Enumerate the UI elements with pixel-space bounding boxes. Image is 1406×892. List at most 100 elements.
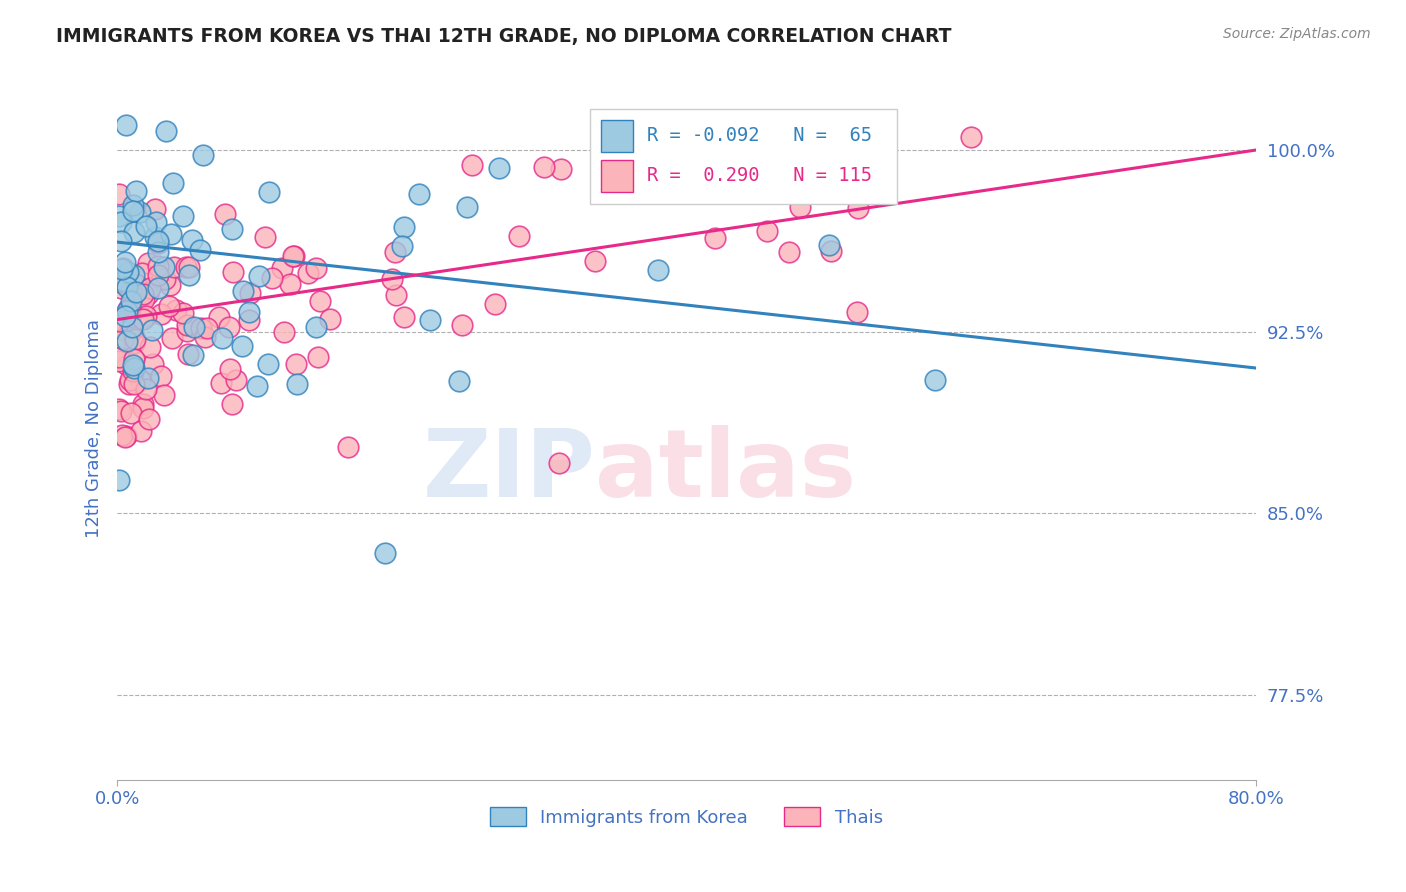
Point — [281, 249, 304, 263]
Point — [138, 281, 160, 295]
Point — [225, 373, 247, 387]
Point — [456, 200, 478, 214]
Point — [924, 373, 946, 387]
Y-axis label: 12th Grade, No Diploma: 12th Grade, No Diploma — [86, 319, 103, 538]
Point — [307, 350, 329, 364]
Point — [128, 373, 150, 387]
Point — [145, 215, 167, 229]
Point — [125, 184, 148, 198]
Point — [115, 304, 138, 318]
Point — [305, 261, 328, 276]
Point — [118, 310, 141, 324]
Point — [162, 176, 184, 190]
Point — [256, 357, 278, 371]
Point — [238, 305, 260, 319]
Point — [177, 268, 200, 282]
Point — [136, 287, 159, 301]
Point — [408, 186, 430, 201]
Point — [148, 281, 170, 295]
Point — [583, 253, 606, 268]
Point — [150, 307, 173, 321]
Point — [181, 348, 204, 362]
Point — [176, 324, 198, 338]
Point — [110, 403, 132, 417]
Point — [124, 332, 146, 346]
Point — [461, 158, 484, 172]
Point — [132, 401, 155, 416]
Point — [273, 325, 295, 339]
Point — [111, 262, 134, 277]
Point — [118, 373, 141, 387]
Point — [129, 425, 152, 439]
Text: Source: ZipAtlas.com: Source: ZipAtlas.com — [1223, 27, 1371, 41]
Point — [107, 209, 129, 223]
Point — [778, 245, 800, 260]
Point — [817, 238, 839, 252]
Point — [381, 272, 404, 286]
FancyBboxPatch shape — [589, 109, 897, 204]
Point — [447, 375, 470, 389]
Point — [148, 235, 170, 250]
Point — [131, 397, 153, 411]
Point — [108, 351, 131, 365]
Point — [118, 301, 141, 315]
Point — [209, 376, 232, 390]
Point — [138, 371, 160, 385]
Point — [174, 260, 197, 274]
Point — [142, 358, 165, 372]
Point — [153, 388, 176, 402]
Point — [374, 546, 396, 560]
Point — [451, 318, 474, 332]
Point — [122, 364, 145, 378]
Text: IMMIGRANTS FROM KOREA VS THAI 12TH GRADE, NO DIPLOMA CORRELATION CHART: IMMIGRANTS FROM KOREA VS THAI 12TH GRADE… — [56, 27, 952, 45]
Legend: Immigrants from Korea, Thais: Immigrants from Korea, Thais — [482, 800, 890, 834]
Point — [146, 244, 169, 259]
Point — [110, 215, 132, 229]
Point — [247, 269, 270, 284]
Point — [177, 347, 200, 361]
Point — [138, 339, 160, 353]
Point — [121, 323, 143, 337]
Point — [179, 260, 201, 275]
Point — [110, 275, 132, 289]
Point — [112, 275, 135, 289]
Point — [111, 322, 134, 336]
Point — [132, 311, 155, 326]
Point — [172, 209, 194, 223]
Point — [141, 322, 163, 336]
Point — [285, 376, 308, 391]
Point — [129, 204, 152, 219]
Point — [647, 175, 669, 189]
Point — [789, 200, 811, 214]
Point — [120, 293, 142, 308]
Point — [148, 260, 170, 274]
Point — [960, 129, 983, 144]
Point — [278, 277, 301, 291]
Point — [160, 331, 183, 345]
Point — [283, 249, 305, 263]
Point — [143, 202, 166, 216]
Point — [135, 219, 157, 233]
Point — [117, 302, 139, 317]
Point — [111, 261, 134, 276]
Point — [548, 456, 571, 470]
Point — [155, 124, 177, 138]
FancyBboxPatch shape — [600, 120, 633, 152]
Point — [239, 286, 262, 301]
Point — [221, 265, 243, 279]
Point — [176, 318, 198, 333]
Point — [214, 207, 236, 221]
Point — [218, 319, 240, 334]
Point — [219, 361, 242, 376]
Point — [132, 287, 155, 301]
Point — [391, 238, 413, 252]
Point — [392, 310, 415, 324]
Point — [159, 278, 181, 293]
Point — [120, 284, 142, 298]
Text: R = -0.092   N =  65: R = -0.092 N = 65 — [647, 127, 872, 145]
Point — [172, 306, 194, 320]
Point — [194, 329, 217, 343]
Point — [508, 228, 530, 243]
Point — [392, 219, 415, 234]
Text: ZIP: ZIP — [422, 425, 595, 516]
